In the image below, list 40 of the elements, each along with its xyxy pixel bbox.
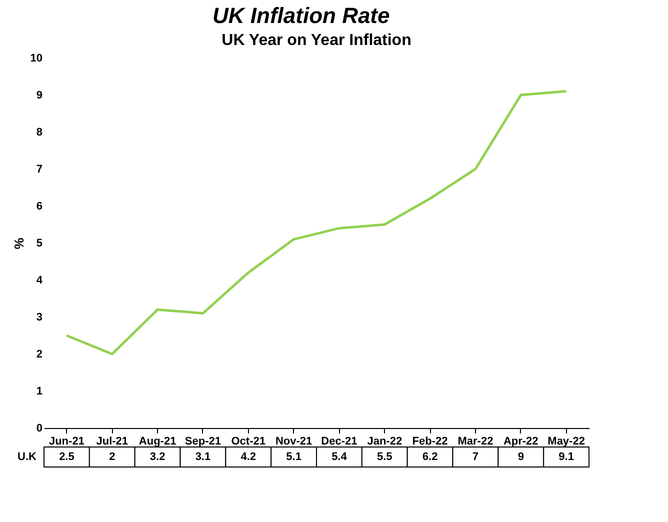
y-tick-label: 7 <box>36 164 42 176</box>
y-tick-label: 3 <box>36 312 42 324</box>
text: U.K <box>18 451 37 463</box>
data-label: 9 <box>518 451 524 463</box>
data-label: 7 <box>472 451 479 463</box>
x-tick-label: May-22 <box>548 436 585 448</box>
y-tick-label: 8 <box>36 126 42 138</box>
x-tick-label: Sep-21 <box>184 436 221 448</box>
data-label: 6.2 <box>422 451 438 463</box>
data-label: 2.5 <box>59 451 74 463</box>
y-tick-label: 9 <box>36 90 42 102</box>
x-tick-label: Aug-21 <box>138 436 176 448</box>
y-axis-title: % <box>11 237 26 250</box>
x-tick-label: Apr-22 <box>503 436 538 448</box>
x-tick-label: Jul-21 <box>96 436 128 448</box>
x-tick-label: Jan-22 <box>367 436 402 448</box>
data-label: 3.1 <box>195 451 211 463</box>
data-label: 4.2 <box>240 451 256 463</box>
x-tick-label: Oct-21 <box>231 436 266 448</box>
line-series <box>65 90 568 356</box>
y-tick-label: 4 <box>36 274 44 286</box>
x-tick-label: Jun-21 <box>48 436 84 448</box>
x-tick-label: Feb-22 <box>412 436 448 448</box>
data-label: 9.1 <box>558 451 574 463</box>
x-tick-label: Mar-22 <box>458 436 494 448</box>
data-label: 5.5 <box>376 451 392 463</box>
y-tick-label: 2 <box>36 348 42 360</box>
y-tick-label: 10 <box>30 52 42 64</box>
data-label: 2 <box>109 451 116 463</box>
x-tick-label: Dec-21 <box>321 436 358 448</box>
y-tick-label: 6 <box>36 200 42 212</box>
chart-subtitle: UK Year on Year Inflation <box>222 32 412 49</box>
y-tick-label: 1 <box>36 386 42 398</box>
data-label: 5.4 <box>332 451 348 463</box>
y-tick-label: 5 <box>36 238 42 250</box>
chart-title: UK Inflation Rate <box>212 3 390 28</box>
x-tick-label: Nov-21 <box>275 436 312 448</box>
data-label: 5.1 <box>286 451 302 463</box>
y-tick-label: 0 <box>36 422 42 434</box>
data-label: 3.2 <box>150 451 166 463</box>
